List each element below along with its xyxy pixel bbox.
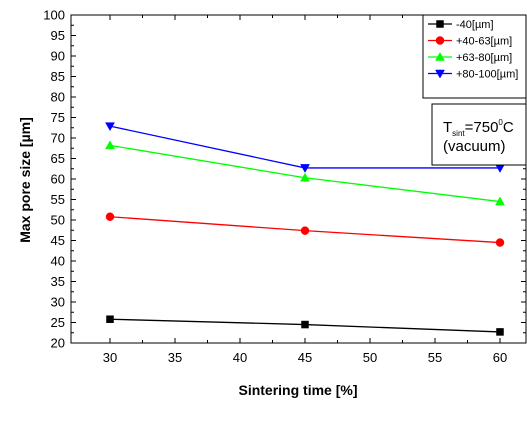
legend: -40[µm] +40-63[µm] +63-80[µm] +80-100[µm] (422, 14, 527, 99)
data-point (300, 226, 310, 235)
series-4 (105, 122, 505, 173)
x-axis-title: Sintering time [%] (238, 382, 357, 398)
y-tick-label: 100 (43, 8, 65, 23)
series-1 (106, 315, 504, 336)
data-point (495, 196, 505, 206)
y-tick-label: 75 (51, 110, 65, 125)
series-2 (105, 212, 505, 247)
x-tick-label: 50 (363, 350, 377, 365)
data-point (105, 212, 115, 221)
annotation-line-2: (vacuum) (443, 138, 506, 155)
legend-label: -40[µm] (456, 19, 494, 31)
legend-marker (435, 36, 445, 45)
data-point (301, 320, 309, 329)
x-tick-label: 30 (103, 350, 117, 365)
annotation-line-1: Tsint=7500C (443, 118, 514, 138)
y-tick-label: 35 (51, 274, 65, 289)
data-point (105, 140, 115, 150)
y-axis-title: Max pore size [µm] (17, 117, 33, 243)
y-tick-label: 65 (51, 151, 65, 166)
y-tick-label: 70 (51, 131, 65, 146)
x-tick-label: 55 (428, 350, 442, 365)
data-point (495, 238, 505, 247)
annotation-box (431, 103, 527, 166)
series-3 (105, 140, 505, 206)
y-tick-label: 80 (51, 90, 65, 105)
y-tick-label: 95 (51, 28, 65, 43)
condition-annotation: Tsint=7500C (vacuum) (431, 103, 527, 166)
data-point (300, 172, 310, 182)
legend-label: +40-63[µm] (456, 36, 512, 48)
legend-marker (435, 51, 445, 61)
y-tick-label: 30 (51, 295, 65, 310)
series-layer (105, 122, 505, 336)
legend-item: +80-100[µm] (428, 69, 518, 81)
legend-items: -40[µm] +40-63[µm] +63-80[µm] +80-100[µm] (428, 19, 518, 81)
legend-label: +63-80[µm] (456, 52, 512, 64)
y-tick-label: 85 (51, 69, 65, 84)
y-tick-label: 25 (51, 315, 65, 330)
x-tick-label: 60 (493, 350, 507, 365)
y-tick-label: 45 (51, 233, 65, 248)
y-tick-label: 20 (51, 336, 65, 351)
data-point (496, 328, 504, 336)
data-point (300, 164, 310, 173)
legend-marker (436, 20, 444, 28)
x-tick-label: 40 (233, 350, 247, 365)
y-tick-label: 60 (51, 172, 65, 187)
x-tick-label: 45 (298, 350, 312, 365)
y-tick-label: 40 (51, 254, 65, 269)
y-tick-label: 55 (51, 192, 65, 207)
legend-item: +63-80[µm] (428, 51, 512, 64)
x-tick-label: 35 (168, 350, 182, 365)
legend-marker (435, 69, 445, 79)
legend-label: +80-100[µm] (456, 69, 518, 81)
legend-item: -40[µm] (428, 19, 494, 31)
y-tick-label: 90 (51, 49, 65, 64)
data-point (106, 315, 114, 323)
legend-item: +40-63[µm] (428, 36, 512, 48)
axis-ticks: 20 25 30 35 40 45 50 55 60 65 70 75 80 85 90 95 100 30 35 4… (43, 8, 526, 365)
y-tick-label: 50 (51, 213, 65, 228)
data-point (105, 122, 115, 132)
